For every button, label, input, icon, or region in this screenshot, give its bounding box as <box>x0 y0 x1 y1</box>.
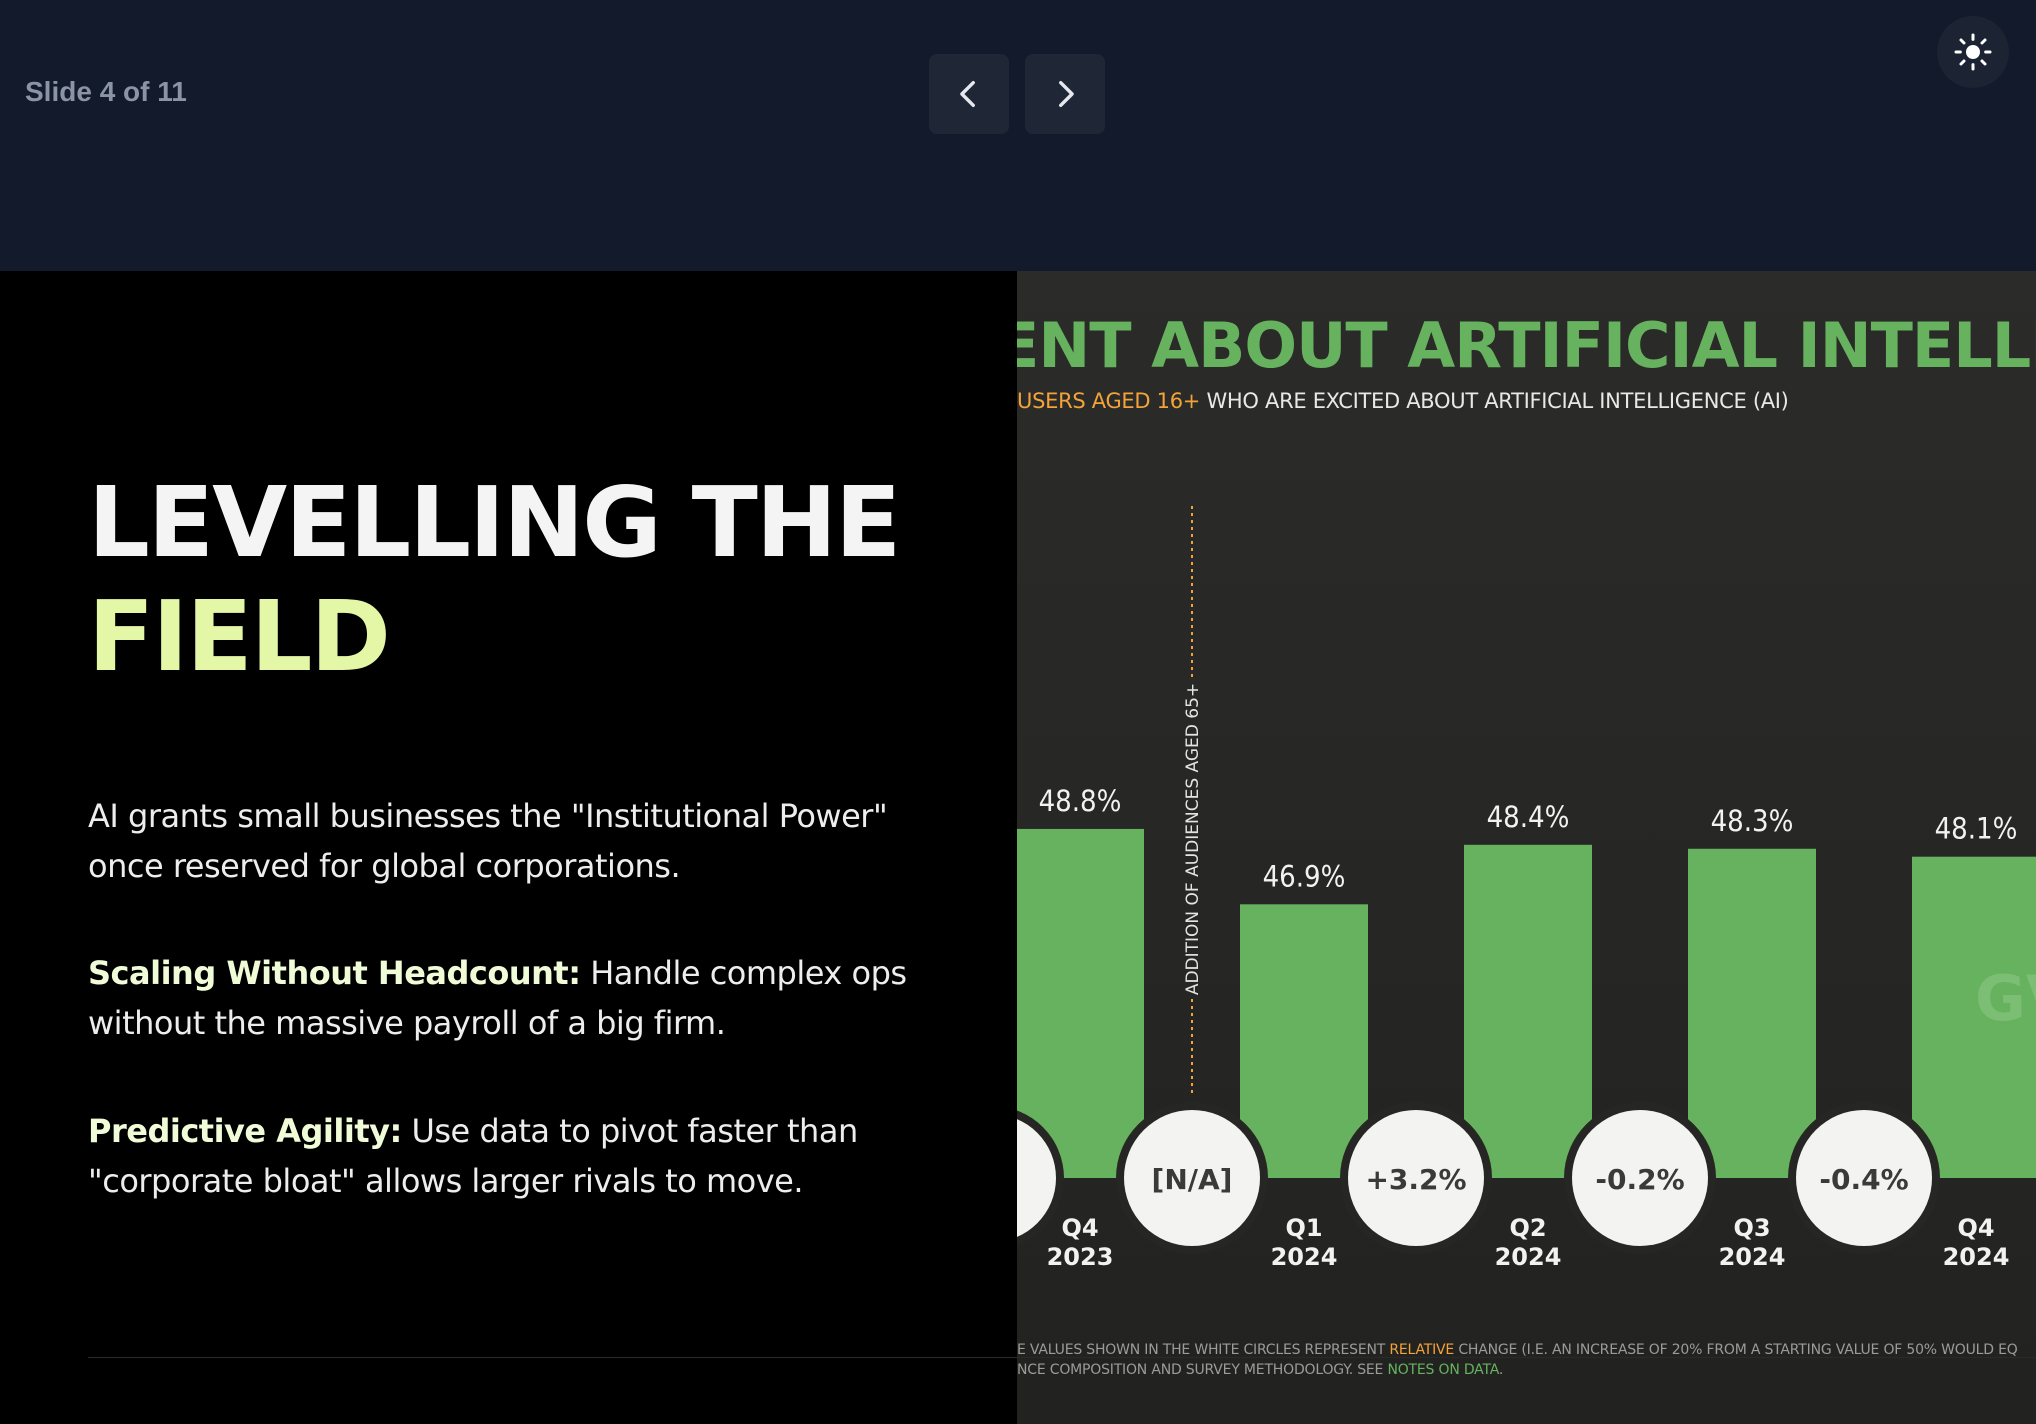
x-tick-label: Q4 <box>1957 1214 1994 1242</box>
footnote-relative: RELATIVE <box>1389 1342 1455 1358</box>
gwi-watermark: GV <box>1975 962 2036 1035</box>
sun-icon <box>1954 33 1992 71</box>
chart-subtitle-highlight: USERS AGED 16+ <box>1017 389 1201 413</box>
bar-value-label: 48.8% <box>1039 784 1122 818</box>
chart-bar <box>1688 848 1816 1178</box>
bar-chart: 48.8%Q4202346.9%Q1202448.4%Q2202448.3%Q3… <box>1017 506 2036 1271</box>
bar-value-label: 48.1% <box>1935 812 2018 846</box>
next-slide-button[interactable] <box>1025 54 1105 134</box>
change-circle <box>1796 1110 1932 1246</box>
point-scaling-text: Handle complex ops without the massive p… <box>88 954 907 1042</box>
chart-subtitle: USERS AGED 16+ WHO ARE EXCITED ABOUT ART… <box>1017 389 1789 413</box>
chart-bar <box>1240 904 1368 1178</box>
slide-text-panel: LEVELLING THE FIELD AI grants small busi… <box>0 271 1017 1424</box>
change-label: [N/A] <box>1152 1163 1233 1196</box>
slide-counter: Slide 4 of 11 <box>25 76 187 107</box>
point-scaling: Scaling Without Headcount: Handle comple… <box>88 948 908 1048</box>
x-tick-label: Q1 <box>1285 1214 1322 1242</box>
x-tick-label: 2024 <box>1943 1243 2010 1271</box>
chart-footnote: E VALUES SHOWN IN THE WHITE CIRCLES REPR… <box>1017 1340 2018 1380</box>
footnote-text: E VALUES SHOWN IN THE WHITE CIRCLES REPR… <box>1017 1342 1390 1358</box>
point-agility-text: Use data to pivot faster than "corporate… <box>88 1112 858 1200</box>
x-tick-label: 2023 <box>1047 1243 1114 1271</box>
footnote-text: CHANGE (I.E. AN INCREASE OF 20% FROM A S… <box>1454 1342 2018 1358</box>
x-tick-label: 2024 <box>1719 1243 1786 1271</box>
point-agility: Predictive Agility: Use data to pivot fa… <box>88 1106 908 1206</box>
change-label: +3.2% <box>1365 1163 1466 1196</box>
point-agility-title: Predictive Agility: <box>88 1112 402 1150</box>
chevron-left-icon <box>960 80 975 108</box>
slide-headline: LEVELLING THE FIELD <box>88 466 901 694</box>
bar-value-label: 48.4% <box>1487 800 1570 834</box>
headline-line-1: LEVELLING THE <box>88 466 901 579</box>
x-tick-label: 2024 <box>1271 1243 1338 1271</box>
x-tick-label: Q3 <box>1733 1214 1770 1242</box>
footnote-text: NCE COMPOSITION AND SURVEY METHODOLOGY. … <box>1017 1362 1388 1378</box>
intro-paragraph: AI grants small businesses the "Institut… <box>88 797 888 885</box>
change-circle <box>1572 1110 1708 1246</box>
chart-bar <box>1464 844 1592 1178</box>
change-label: -0.2% <box>1595 1163 1684 1196</box>
x-tick-label: 2024 <box>1495 1243 1562 1271</box>
bar-value-label: 46.9% <box>1263 859 1346 893</box>
change-circle <box>1124 1110 1260 1246</box>
chart-title: ENT ABOUT ARTIFICIAL INTELLIGENC <box>1017 309 2036 382</box>
footnote-text: . <box>1498 1362 1504 1378</box>
notes-on-data-link: NOTES ON DATA <box>1387 1362 1499 1378</box>
x-tick-label: Q4 <box>1061 1214 1098 1242</box>
previous-slide-button[interactable] <box>929 54 1009 134</box>
chart-subtitle-rest: WHO ARE EXCITED ABOUT ARTIFICIAL INTELLI… <box>1200 389 1789 413</box>
chart-footnote-line-1: E VALUES SHOWN IN THE WHITE CIRCLES REPR… <box>1017 1340 2018 1360</box>
headline-line-2: FIELD <box>88 580 391 693</box>
chart-footnote-line-2: NCE COMPOSITION AND SURVEY METHODOLOGY. … <box>1017 1360 2018 1380</box>
chart-bar <box>1912 856 2036 1178</box>
slide-canvas: LEVELLING THE FIELD AI grants small busi… <box>0 271 2036 1424</box>
point-scaling-title: Scaling Without Headcount: <box>88 954 581 992</box>
methodology-label: ADDITION OF AUDIENCES AGED 65+ <box>1183 683 1203 995</box>
chart-image: ENT ABOUT ARTIFICIAL INTELLIGENC USERS A… <box>1017 271 2036 1424</box>
change-circle <box>1017 1119 1056 1237</box>
x-tick-label: Q2 <box>1509 1214 1546 1242</box>
change-circle <box>1348 1110 1484 1246</box>
chevron-right-icon <box>1059 80 1074 108</box>
theme-toggle-button[interactable] <box>1937 16 2009 88</box>
slide-divider <box>88 1357 2036 1358</box>
slide-toolbar: Slide 4 of 11 <box>0 0 2036 271</box>
bar-value-label: 48.3% <box>1711 804 1794 838</box>
chart-bar <box>1017 828 1144 1178</box>
change-label: -0.4% <box>1819 1163 1908 1196</box>
